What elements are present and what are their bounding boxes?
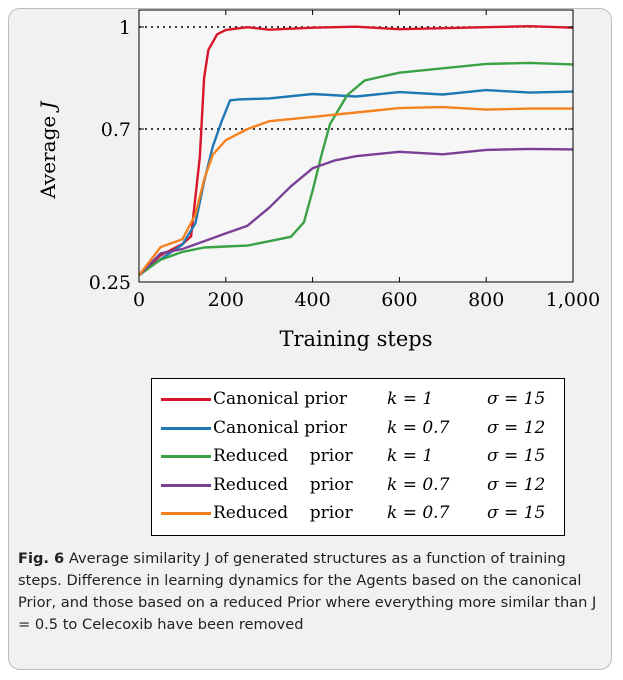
legend-sigma: σ = 15: [487, 446, 546, 467]
series-line-1: [138, 88, 574, 277]
caption-text: Average similarity J of generated struct…: [18, 550, 597, 633]
legend-k: k = 1: [387, 389, 434, 409]
y-tick-label-0: 0.25: [89, 272, 131, 294]
x-tick-label-3: 600: [381, 289, 417, 311]
plot-border: [138, 9, 574, 283]
legend-label: Canonical prior: [213, 417, 348, 438]
figure-caption: Fig. 6 Average similarity J of generated…: [18, 548, 603, 636]
x-axis-label: Training steps: [279, 327, 432, 351]
y-tick-label-1: 0.7: [101, 119, 131, 141]
legend-label: Reduced prior: [213, 446, 353, 467]
legend-label: Canonical prior: [213, 389, 348, 409]
series-line-3: [138, 147, 574, 277]
series-line-2: [138, 61, 574, 277]
legend-sigma: σ = 15: [487, 389, 546, 409]
legend-entry: Reduced prior k = 1 σ = 15: [152, 444, 564, 472]
series-line-4: [138, 105, 573, 276]
x-tick-label-4: 800: [468, 289, 504, 311]
legend-swatch: [161, 512, 211, 516]
figure-number: Fig. 6: [18, 550, 65, 567]
legend-swatch: [161, 483, 211, 487]
legend-entry: Canonical prior k = 0.7 σ = 12: [152, 416, 564, 444]
legend-k: k = 0.7: [387, 503, 450, 524]
legend-label: Reduced prior: [213, 503, 353, 524]
legend-entry: Reduced prior k = 0.7 σ = 12: [152, 473, 564, 501]
line-chart: 0 200 400 600 800 1,000 0.25 0.7 1 Average J Tra…: [36, 9, 600, 351]
legend-k: k = 0.7: [387, 474, 450, 495]
legend-entry: Canonical prior k = 1 σ = 15: [152, 387, 564, 415]
legend-swatch: [161, 398, 211, 401]
y-axis-label: Average J: [36, 100, 60, 199]
legend-label: Reduced prior: [213, 474, 353, 495]
x-tick-label-5: 1,000: [546, 289, 600, 311]
x-tick-label-0: 0: [133, 289, 145, 311]
legend-k: k = 1: [387, 446, 434, 467]
legend-k: k = 0.7: [387, 417, 450, 438]
legend-swatch: [161, 455, 211, 459]
legend-sigma: σ = 12: [487, 417, 546, 438]
y-tick-label-2: 1: [119, 17, 131, 39]
legend-entry: Reduced prior k = 0.7 σ = 15: [152, 501, 564, 529]
x-tick-label-1: 200: [208, 289, 244, 311]
legend-sigma: σ = 12: [487, 474, 546, 495]
series-line-0: [138, 25, 574, 277]
plot-area: [139, 10, 573, 282]
legend-swatch: [161, 426, 211, 430]
x-tick-label-2: 400: [294, 289, 330, 311]
legend-sigma: σ = 15: [487, 503, 546, 524]
